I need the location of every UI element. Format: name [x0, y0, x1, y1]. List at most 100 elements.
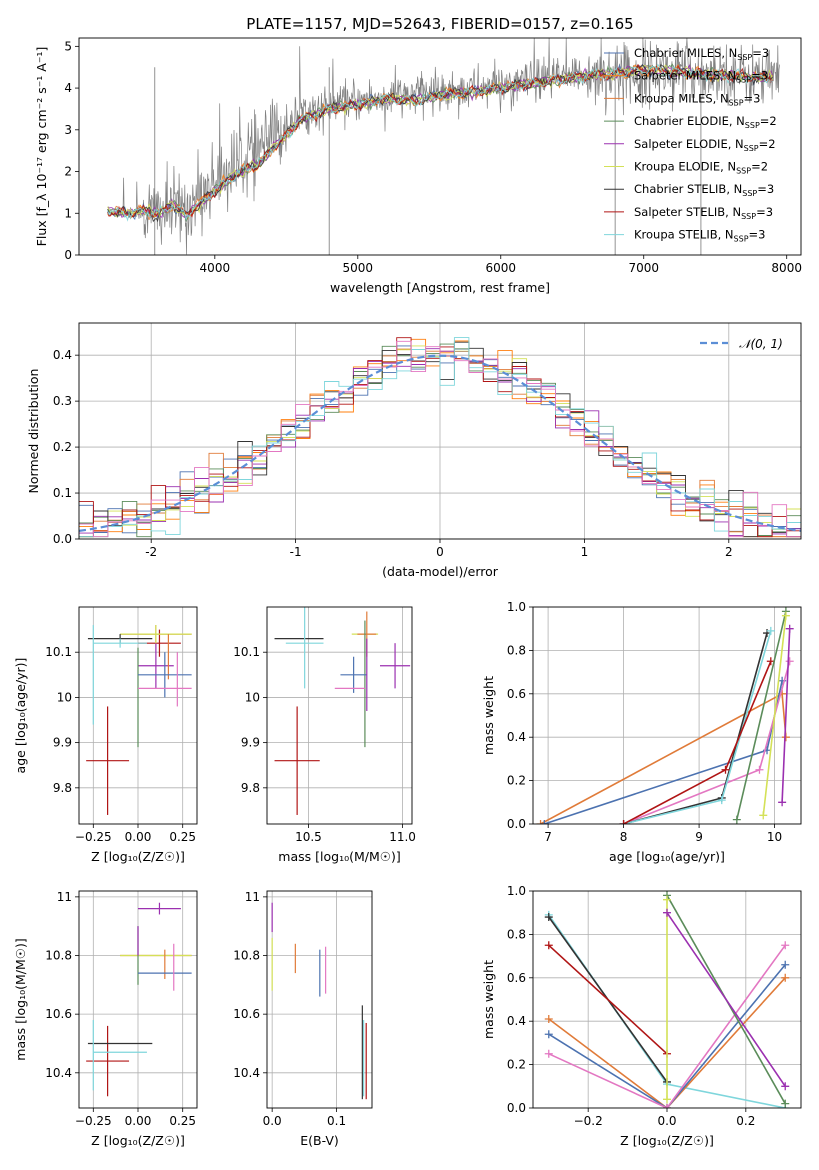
y-tick-label: 0.2 — [507, 1058, 526, 1072]
weight-line-8 — [666, 912, 786, 1087]
residual-histogram-1 — [79, 338, 801, 538]
y-tick-label: 0.8 — [507, 927, 526, 941]
legend-entry: 𝒩(0, 1) — [739, 337, 783, 351]
age-vs-Z-plot-area — [79, 607, 197, 824]
x-tick-label: 1 — [581, 545, 589, 559]
y-tick-label: 1.0 — [507, 884, 526, 898]
normal-curve — [79, 354, 801, 532]
x-axis-label: E(B-V) — [300, 1133, 339, 1148]
weight-marker — [663, 895, 671, 904]
legend-entry: Chabrier STELIB, NSSP=3 — [634, 182, 774, 198]
x-tick-label: 8 — [620, 830, 628, 844]
x-tick-label: −0.25 — [75, 830, 112, 844]
y-axis-label: Flux [f_λ 10⁻¹⁷ erg cm⁻² s⁻¹ A⁻¹] — [34, 47, 49, 247]
y-tick-label: 9.8 — [53, 781, 72, 795]
weight-line-6 — [736, 611, 787, 820]
weight-marker — [781, 973, 790, 982]
legend-entry: Chabrier ELODIE, NSSP=2 — [634, 114, 777, 130]
mass-vs-ebv-plot-area — [267, 891, 372, 1108]
x-axis-label: wavelength [Angstrom, rest frame] — [330, 280, 550, 295]
panels: 4000 5000 6000 7000 8000 0 1 2 3 4 5 wavelength [An… — [13, 37, 802, 1148]
y-tick-label: 0.0 — [53, 532, 72, 546]
x-tick-label: 9 — [695, 830, 703, 844]
x-tick-label: 0.0 — [263, 1114, 282, 1128]
x-tick-label: 4000 — [200, 261, 231, 275]
weight-marker — [717, 796, 726, 805]
weight-marker — [785, 624, 794, 633]
panel-mass-vs-ebv: 0.0 0.1 10.4 10.6 10.8 11 E(B-V) — [233, 890, 373, 1148]
panel-residuals: -2 -1 0 1 2 0.0 0.1 0.2 0.3 0.4 (data-model)/error… — [26, 322, 802, 579]
residual-histogram-2 — [79, 348, 801, 538]
axes-frame — [78, 37, 802, 256]
x-tick-label: 11.0 — [389, 830, 416, 844]
y-tick-label: 11 — [245, 890, 260, 904]
y-tick-label: 5 — [64, 39, 72, 53]
weight-marker — [781, 733, 790, 742]
y-tick-label: 10 — [57, 690, 72, 704]
weight-marker — [536, 820, 545, 824]
weight-marker — [544, 1030, 553, 1039]
legend-entry: Salpeter MILES, NSSP=3 — [634, 69, 768, 85]
y-tick-label: 2 — [64, 165, 72, 179]
x-tick-label: 7000 — [628, 261, 659, 275]
legend-entry: Chabrier MILES, NSSP=3 — [634, 46, 769, 62]
weight-marker — [781, 1099, 790, 1108]
weight-marker — [759, 811, 768, 820]
x-tick-label: 6000 — [485, 261, 516, 275]
y-tick-label: 0.4 — [507, 730, 526, 744]
spectrum-plot-area — [107, 38, 780, 255]
residuals-plot-area — [79, 323, 801, 539]
x-tick-label: 0.00 — [125, 830, 152, 844]
y-tick-label: 9.9 — [241, 736, 260, 750]
y-tick-label: 0.1 — [53, 486, 72, 500]
weight-marker — [663, 1104, 671, 1108]
x-tick-label: -2 — [145, 545, 157, 559]
x-axis-label: Z [log₁₀(Z/Z☉)] — [91, 1133, 185, 1148]
mass-vs-Z-plot-area — [79, 891, 197, 1108]
y-tick-label: 11 — [57, 890, 72, 904]
weight-marker — [781, 1082, 790, 1091]
mass-weight-vs-age-plot-area — [533, 607, 801, 824]
weight-marker — [544, 1015, 553, 1024]
x-tick-label: 10.5 — [295, 830, 322, 844]
y-tick-label: 0 — [64, 248, 72, 262]
y-tick-label: 10.6 — [45, 1007, 72, 1021]
y-tick-label: 10 — [245, 690, 260, 704]
x-axis-label: (data-model)/error — [382, 564, 499, 579]
panel-mass-vs-Z: −0.25 0.00 0.25 10.4 10.6 10.8 11 Z [log₁₀(Z/Z☉… — [13, 890, 198, 1148]
axes-frame — [78, 606, 198, 825]
weight-marker — [544, 941, 553, 950]
weight-line-5 — [548, 944, 786, 1108]
x-tick-label: −0.2 — [574, 1114, 603, 1128]
weight-marker — [663, 908, 671, 917]
x-axis-label: mass [log₁₀(M/M☉)] — [278, 849, 400, 864]
figure-title: PLATE=1157, MJD=52643, FIBERID=0157, z=0… — [246, 15, 633, 33]
y-tick-label: 0.4 — [53, 348, 72, 362]
weight-marker — [663, 1095, 671, 1104]
y-tick-label: 3 — [64, 123, 72, 137]
y-axis-label: mass weight — [481, 676, 496, 755]
x-tick-label: 5000 — [343, 261, 374, 275]
x-tick-label: 0.25 — [169, 1114, 196, 1128]
y-axis-label: mass weight — [481, 960, 496, 1039]
weight-marker — [781, 941, 790, 950]
y-tick-label: 10.8 — [45, 949, 72, 963]
y-tick-label: 0.2 — [507, 774, 526, 788]
y-tick-label: 0.0 — [507, 1101, 526, 1115]
x-tick-label: 0.00 — [125, 1114, 152, 1128]
panel-spectrum: 4000 5000 6000 7000 8000 0 1 2 3 4 5 wavelength [An… — [34, 37, 802, 295]
x-tick-label: 0 — [436, 545, 444, 559]
y-tick-label: 0.8 — [507, 643, 526, 657]
panel-age-vs-Z: −0.25 0.00 0.25 9.8 9.9 10 10.1 Z [log₁₀(Z/Z☉)]… — [13, 606, 198, 864]
y-tick-label: 10.6 — [233, 1007, 260, 1021]
x-tick-label: 0.0 — [657, 1114, 676, 1128]
y-tick-label: 10.1 — [45, 645, 72, 659]
weight-marker — [785, 657, 794, 666]
x-tick-label: -1 — [290, 545, 302, 559]
x-tick-label: 0.25 — [169, 830, 196, 844]
y-tick-label: 9.9 — [53, 736, 72, 750]
weight-marker — [544, 1049, 553, 1058]
weight-marker — [781, 611, 790, 620]
x-tick-label: 0.1 — [327, 1114, 346, 1128]
